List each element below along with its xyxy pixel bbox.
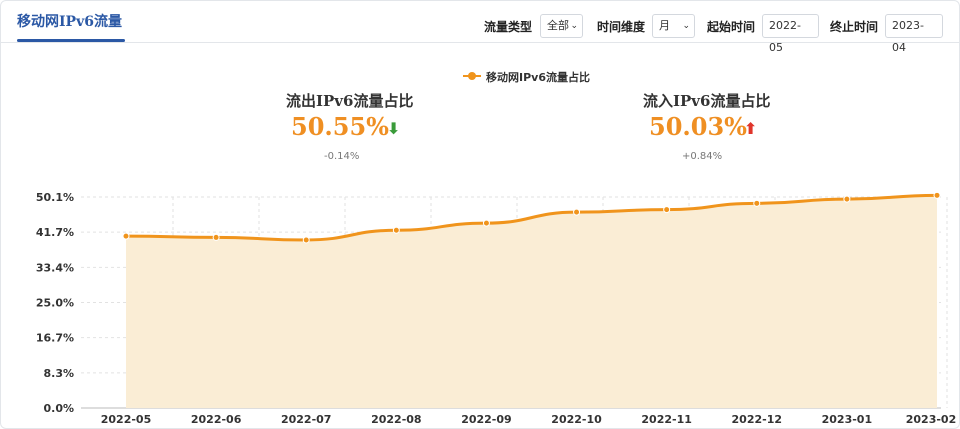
inbound-ipv6-title: 流入IPv6流量占比 xyxy=(643,92,771,110)
y-tick-label: 50.1% xyxy=(36,191,74,204)
y-tick-label: 16.7% xyxy=(36,332,74,345)
end-time-label: 终止时间 xyxy=(830,20,879,34)
y-tick-label: 25.0% xyxy=(36,297,74,310)
x-tick-label: 2022-12 xyxy=(732,413,783,426)
outbound-ipv6-change: -0.14% xyxy=(324,151,360,162)
inbound-ipv6-value: 50.03% xyxy=(649,112,747,141)
traffic-type-value: 全部 xyxy=(547,19,569,32)
series-points xyxy=(122,191,941,244)
end-time-input[interactable]: 2023-04 xyxy=(885,14,943,54)
inbound-ipv6-change: +0.84% xyxy=(682,151,723,162)
y-tick-label: 8.3% xyxy=(43,367,74,380)
series-area xyxy=(126,195,937,408)
x-tick-label: 2022-07 xyxy=(281,413,332,426)
y-axis-ticks: 0.0% 8.3% 16.7% 25.0% 33.4% 41.7% 50.1% xyxy=(36,191,74,415)
start-time-label: 起始时间 xyxy=(707,20,756,34)
traffic-type-label: 流量类型 xyxy=(484,20,533,34)
data-point xyxy=(392,226,400,234)
x-tick-label: 2022-05 xyxy=(101,413,152,426)
x-tick-label: 2022-11 xyxy=(641,413,692,426)
legend-dot-icon xyxy=(468,72,476,80)
x-axis-ticks: 2022-05 2022-06 2022-07 2022-08 2022-09 2022-… xyxy=(101,413,957,426)
x-tick-label: 2023-02 xyxy=(906,413,957,426)
y-tick-label: 41.7% xyxy=(36,226,74,239)
outbound-ipv6-title: 流出IPv6流量占比 xyxy=(286,92,414,110)
traffic-type-select[interactable]: 全部 ⌄ xyxy=(540,14,583,38)
active-tab-indicator xyxy=(17,39,125,42)
x-tick-label: 2022-06 xyxy=(191,413,242,426)
series-line xyxy=(124,193,939,242)
data-point xyxy=(302,236,310,244)
y-tick-label: 33.4% xyxy=(36,261,74,274)
x-tick-label: 2022-09 xyxy=(461,413,512,426)
tab-mobile-ipv6-traffic[interactable]: 移动网IPv6流量 xyxy=(17,14,122,30)
panel-header: 移动网IPv6流量 流量类型 全部 ⌄ 时间维度 月 ⌄ 起始时间 2022-0… xyxy=(1,1,959,54)
chevron-down-icon: ⌄ xyxy=(570,21,578,31)
time-dimension-label: 时间维度 xyxy=(597,20,646,34)
time-dimension-value: 月 xyxy=(659,19,670,32)
data-point xyxy=(753,199,761,207)
start-time-input[interactable]: 2022-05 xyxy=(762,14,819,54)
data-point xyxy=(663,206,671,214)
x-tick-label: 2022-08 xyxy=(371,413,422,426)
x-tick-label: 2022-10 xyxy=(551,413,602,426)
data-point xyxy=(933,191,941,199)
outbound-ipv6-value: 50.55% xyxy=(291,112,389,141)
legend-label[interactable]: 移动网IPv6流量占比 xyxy=(486,71,590,84)
data-point xyxy=(843,195,851,203)
y-tick-label: 0.0% xyxy=(43,402,74,415)
data-point xyxy=(212,233,220,241)
arrow-down-icon: ⬇ xyxy=(387,119,401,138)
chevron-down-icon: ⌄ xyxy=(682,21,690,31)
arrow-up-icon: ⬆ xyxy=(744,119,758,138)
time-dimension-select[interactable]: 月 ⌄ xyxy=(652,14,695,38)
data-point xyxy=(573,208,581,216)
data-point xyxy=(122,232,130,240)
data-point xyxy=(482,219,490,227)
x-tick-label: 2023-01 xyxy=(822,413,873,426)
